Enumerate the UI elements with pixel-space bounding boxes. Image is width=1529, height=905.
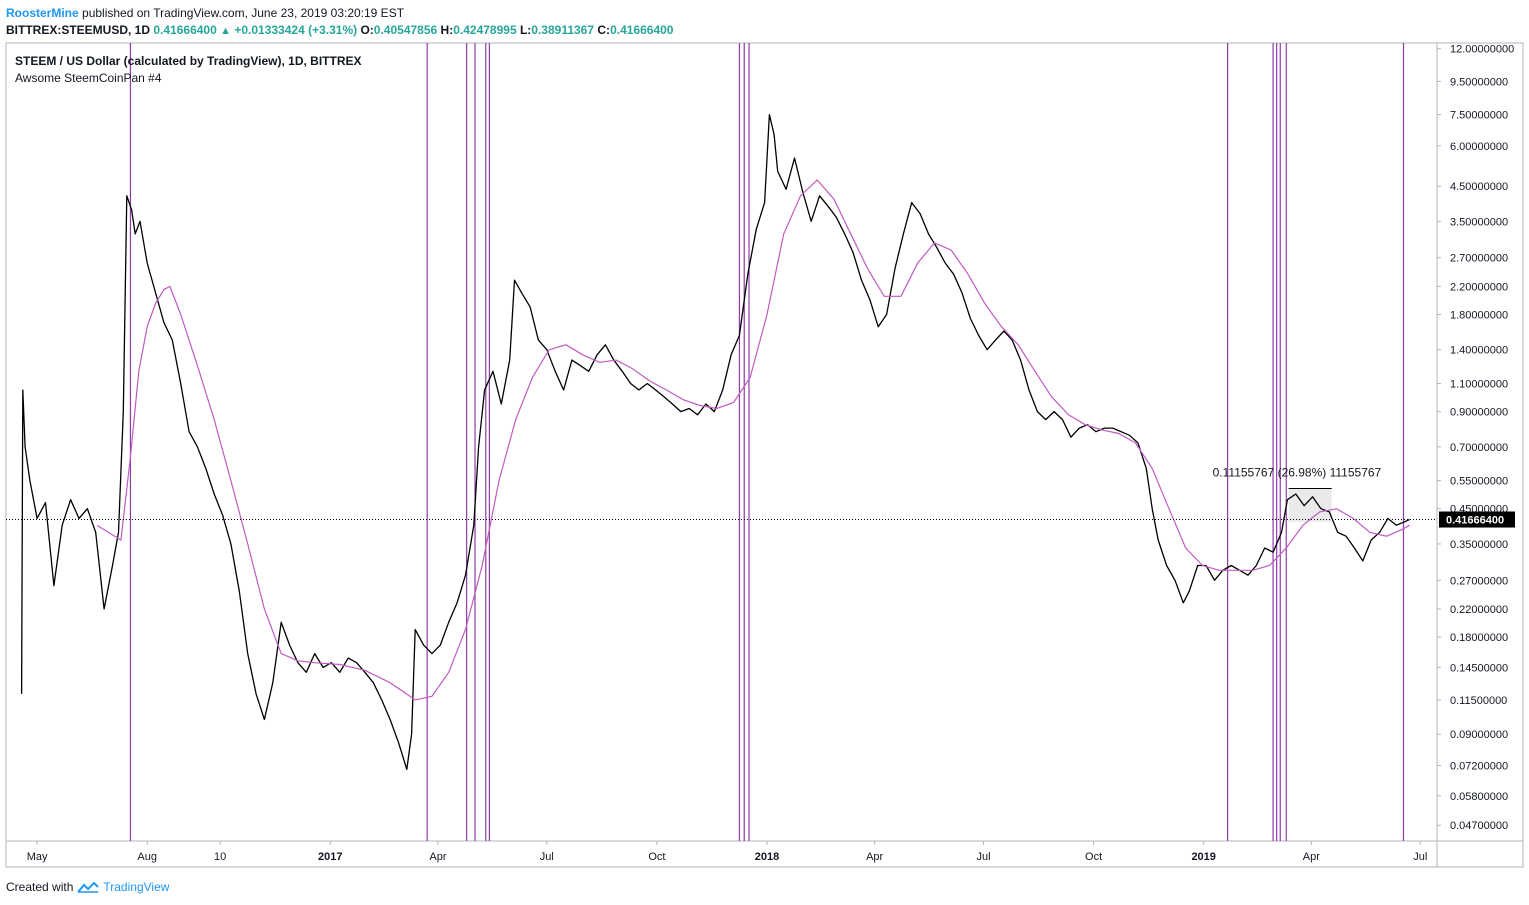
y-tick-label: 0.55000000 [1450, 476, 1508, 488]
x-tick-label: Apr [866, 851, 883, 863]
y-tick-label: 12.00000000 [1450, 44, 1514, 56]
chart-legend-study: Awsome SteemCoinPan #4 [15, 71, 162, 85]
price-change: +0.01333424 (+3.31%) [234, 23, 358, 37]
y-tick-label: 0.90000000 [1450, 407, 1508, 419]
x-tick-label: 2017 [318, 851, 342, 863]
low-label: L: [519, 23, 532, 37]
y-tick-label: 1.10000000 [1450, 379, 1508, 391]
chart-frame [5, 42, 1524, 868]
x-tick-label: 2018 [755, 851, 779, 863]
x-tick-label: Jul [1413, 851, 1427, 863]
y-tick-label: 0.14500000 [1450, 662, 1508, 674]
y-tick-label: 0.70000000 [1450, 442, 1508, 454]
y-tick-label: 0.04700000 [1450, 820, 1508, 832]
measure-rect [1288, 488, 1332, 522]
y-tick-label: 2.20000000 [1450, 281, 1508, 293]
vertical-markers [129, 43, 1405, 841]
x-tick-label: Apr [429, 851, 446, 863]
tradingview-brand[interactable]: TradingView [103, 880, 170, 894]
author-link[interactable]: RoosterMine [6, 6, 79, 20]
price-axis[interactable]: 12.00000000 9.50000000 7.50000000 6.0000000… [1437, 44, 1514, 833]
y-tick-label: 6.00000000 [1450, 141, 1508, 153]
measure-tool [1288, 487, 1332, 522]
x-tick-label: Oct [1085, 851, 1102, 863]
y-tick-label: 0.07200000 [1450, 760, 1508, 772]
y-tick-label: 0.22000000 [1450, 604, 1508, 616]
x-tick-label: Apr [1303, 851, 1320, 863]
price-series-line [20, 113, 1410, 771]
current-price-tag: 0.41666400 [1439, 511, 1515, 528]
x-tick-label: 2019 [1191, 851, 1215, 863]
price-tag-text: 0.41666400 [1446, 515, 1504, 527]
y-tick-label: 0.18000000 [1450, 632, 1508, 644]
x-tick-label: May [27, 851, 48, 863]
y-tick-label: 2.70000000 [1450, 253, 1508, 265]
y-tick-label: 3.50000000 [1450, 216, 1508, 228]
ohlc-info: BITTREX:STEEMUSD, 1D 0.41666400 ▲ +0.013… [6, 23, 673, 38]
publish-info: RoosterMine published on TradingView.com… [6, 6, 404, 20]
created-with-label: Created with [6, 880, 74, 894]
x-tick-label: Jul [976, 851, 990, 863]
chart-legend-title: STEEM / US Dollar (calculated by Trading… [15, 54, 362, 68]
symbol-label: BITTREX:STEEMUSD, 1D [6, 23, 151, 37]
time-axis[interactable]: May Aug 10 2017 Apr Jul Oct 2018 Apr Jul Oct 2019 Ap… [27, 841, 1428, 863]
x-tick-label: Jul [540, 851, 554, 863]
y-tick-label: 0.11500000 [1450, 695, 1507, 707]
low-value: 0.38911367 [531, 23, 595, 37]
y-tick-label: 9.50000000 [1450, 76, 1508, 88]
measure-label: 0.11155767 (26.98%) 11155767 [1213, 465, 1382, 479]
last-price: 0.41666400 [153, 23, 217, 37]
publish-text: published on TradingView.com, June 23, 2… [78, 6, 405, 20]
moving-average-line [96, 179, 1410, 701]
close-label: C: [597, 23, 611, 37]
price-tag-box [1439, 511, 1515, 528]
y-tick-label: 0.35000000 [1450, 539, 1508, 551]
x-tick-label: 10 [214, 851, 226, 863]
open-label: O: [360, 23, 374, 37]
tradingview-logo-icon[interactable] [77, 880, 100, 894]
y-tick-label: 4.50000000 [1450, 181, 1508, 193]
y-tick-label: 1.80000000 [1450, 310, 1508, 322]
x-tick-label: Oct [648, 851, 665, 863]
y-tick-label: 0.27000000 [1450, 575, 1508, 587]
up-arrow-icon: ▲ [220, 25, 231, 37]
y-tick-label: 0.09000000 [1450, 729, 1508, 741]
footer: Created with TradingView [6, 880, 169, 894]
x-tick-label: Aug [137, 851, 157, 863]
y-tick-label: 7.50000000 [1450, 110, 1508, 122]
y-tick-label: 1.40000000 [1450, 345, 1508, 357]
high-label: H: [440, 23, 454, 37]
high-value: 0.42478995 [453, 23, 517, 37]
open-value: 0.40547856 [373, 23, 438, 37]
y-tick-label: 0.05800000 [1450, 791, 1508, 803]
close-value: 0.41666400 [610, 23, 674, 37]
